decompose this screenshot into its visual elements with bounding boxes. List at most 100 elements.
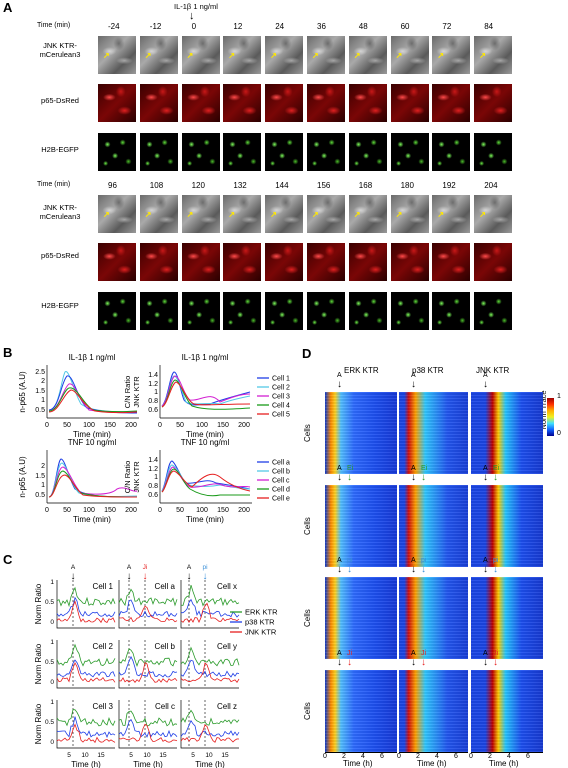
tile-top-red-9: [474, 84, 513, 122]
yellow-arrow-icon-top-5: ↗: [312, 51, 319, 60]
cell-label-4: Cell b: [155, 642, 176, 651]
channel-label-h2b-bottom: H2B-EGFP: [41, 301, 79, 310]
heatmap-3-2: [471, 670, 543, 752]
time-tick-r1-8: 72: [442, 22, 452, 31]
plot-b4-ylabel: C/N RatioJNK KTR: [123, 461, 141, 494]
svg-text:10: 10: [143, 752, 151, 759]
heatmap-3-0: [325, 670, 397, 752]
plot-b1-title: IL-1β 1 ng/ml: [69, 353, 116, 362]
cell-ylabel-0: Norm Ratio: [34, 583, 43, 624]
svg-text:100: 100: [196, 422, 208, 429]
plot-b2: IL-1β 1 ng/ml 0.6 0.8 11.2 1.4 0 50 100 150 200…: [123, 353, 252, 439]
time-tick-r2-7: 180: [400, 181, 414, 190]
d-mark-0-1-0: A: [411, 372, 416, 379]
heatmap-texture-0-1: [399, 392, 468, 474]
d-xtick-1-1: 2: [416, 753, 420, 760]
tile-bot-red-1: [139, 243, 178, 281]
d-xtick-2-1: 2: [488, 753, 492, 760]
mark-arrow-icon-1-1: ↓: [143, 571, 148, 582]
svg-text:200: 200: [125, 507, 137, 514]
svg-text:0: 0: [50, 679, 54, 686]
stimulus-label: IL-1β 1 ng/ml: [174, 2, 218, 11]
d-arrow-icon-1-0-0: ↓: [337, 472, 342, 483]
d-xtick-0-1: 2: [342, 753, 346, 760]
svg-text:15: 15: [221, 752, 229, 759]
tile-bot-gray-5: [307, 195, 345, 233]
d-mark-2-1-1: pi: [421, 557, 427, 564]
tile-bot-gray-6: [348, 195, 387, 233]
tile-top-gray-5: [307, 36, 345, 74]
d-mark-0-0-0: A: [337, 372, 342, 379]
time-tick-r2-0: 96: [108, 181, 117, 190]
tile-bot-gray-2: [181, 195, 220, 233]
svg-text:0.5: 0.5: [45, 719, 54, 726]
d-mark-1-0-1: Ei: [347, 465, 354, 472]
cell-xlabel-7: Time (h): [133, 760, 163, 768]
tile-top-gray-0: [98, 36, 136, 74]
svg-text:5: 5: [129, 752, 133, 759]
tile-bot-green-5: [307, 292, 345, 330]
tile-top-gray-7: [390, 36, 429, 74]
legend-label-2: Cell 3: [272, 394, 290, 401]
svg-text:200: 200: [238, 422, 250, 429]
time-tick-r1-0: -24: [108, 22, 120, 31]
tile-top-gray-9: [474, 36, 513, 74]
time-tick-r2-9: 204: [484, 181, 498, 190]
d-arrow-icon-0-1-0: ↓: [411, 379, 416, 390]
cell-plot-0: 1 0.5 0 Cell 1 A↓ Norm Ratio: [34, 564, 116, 629]
yellow-arrow-icon-top-2: ↗: [186, 51, 194, 60]
channel-label-p65-bottom: p65-DsRed: [41, 251, 79, 260]
mark-arrow-icon-0-0: ↓: [71, 571, 76, 582]
svg-text:2: 2: [41, 378, 45, 385]
yellow-arrow-icon-top-4: ↗: [270, 51, 277, 60]
svg-text:0: 0: [158, 422, 162, 429]
d-arrow-icon-3-2-1: ↓: [493, 657, 498, 668]
d-mark-3-2-1: Ji: [493, 650, 499, 657]
d-mark-2-2-1: pi: [493, 557, 499, 564]
heatmap-texture-2-0: [325, 577, 397, 659]
tile-bot-gray-8: [432, 195, 471, 233]
yellow-arrow-icon-top-3: ↗: [228, 51, 236, 60]
colorbar-title: Norm Trace: [537, 380, 548, 440]
d-xtick-1-3: 6: [454, 753, 458, 760]
d-arrow-icon-3-1-1: ↓: [421, 657, 426, 668]
c-legend-label-2: JNK KTR: [245, 628, 277, 637]
heatmap-2-1: [399, 577, 468, 659]
svg-text:1: 1: [154, 474, 158, 481]
col-label-jnk: JNK KTR: [476, 366, 510, 375]
tile-top-green-4: [265, 133, 304, 171]
tile-top-gray-2: [181, 36, 220, 74]
cell-label-7: Cell c: [155, 702, 175, 711]
tile-bot-green-6: [348, 292, 387, 330]
cell-label-6: Cell 3: [93, 702, 114, 711]
d-xtick-0-3: 6: [380, 753, 384, 760]
svg-text:50: 50: [63, 422, 71, 429]
svg-text:2: 2: [41, 463, 45, 470]
yellow-arrow-icon-bot-4: ↗: [270, 210, 277, 219]
svg-text:150: 150: [217, 422, 229, 429]
cell-ylabel-3: Norm Ratio: [34, 643, 43, 684]
tile-bot-gray-4: [265, 195, 304, 233]
d-arrow-icon-3-2-0: ↓: [483, 657, 488, 668]
cell-label-1: Cell a: [155, 582, 176, 591]
tile-bot-red-6: [348, 243, 387, 281]
tile-top-green-6: [348, 133, 387, 171]
d-mark-0-2-0: A: [483, 372, 488, 379]
tile-top-red-1: [139, 84, 178, 122]
d-arrow-icon-1-0-1: ↓: [347, 472, 352, 483]
heatmap-texture-3-1: [399, 670, 468, 752]
tile-bot-gray-3: [223, 195, 262, 233]
tile-top-red-0: [98, 84, 136, 122]
svg-text:50: 50: [63, 507, 71, 514]
svg-text:Norm Trace: Norm Trace: [539, 390, 548, 429]
plot-b1-xlabel: Time (min): [73, 430, 111, 439]
tile-top-gray-6: [348, 36, 387, 74]
heatmap-1-0: [325, 485, 397, 567]
plot-b4-xlabel: Time (min): [186, 515, 224, 524]
time-tick-r1-6: 48: [358, 22, 368, 31]
tile-bot-gray-0: [98, 195, 136, 233]
svg-text:0: 0: [45, 507, 49, 514]
yellow-arrow-icon-bot-6: ↗: [353, 210, 361, 219]
